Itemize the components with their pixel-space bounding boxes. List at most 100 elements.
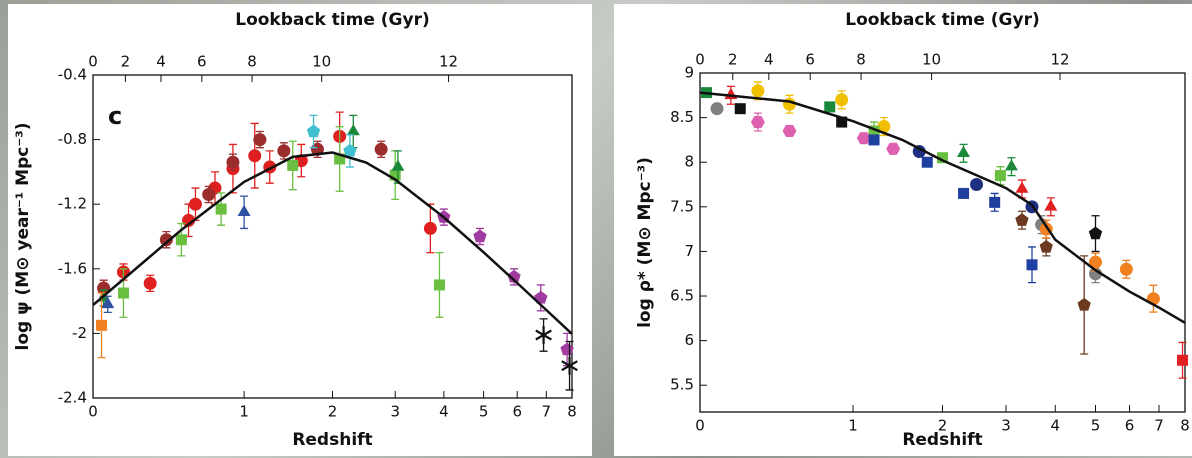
marker xyxy=(970,178,984,192)
marker xyxy=(188,197,202,211)
fit-curve xyxy=(699,91,1186,324)
marker xyxy=(391,159,405,171)
marker xyxy=(310,142,324,156)
marker xyxy=(374,142,388,156)
y-tick-label: 7.5 xyxy=(670,197,694,215)
marker xyxy=(1177,354,1189,366)
y-tick-label: 7 xyxy=(684,242,694,260)
marker xyxy=(237,204,251,216)
marker xyxy=(215,203,227,215)
marker xyxy=(836,116,848,128)
marker xyxy=(117,287,129,299)
x-tick-label: 6 xyxy=(512,403,522,421)
x-tick-label: 5 xyxy=(479,403,489,421)
y-tick-label: -2.4 xyxy=(58,389,87,407)
x2-tick-label: 10 xyxy=(312,53,331,71)
marker xyxy=(734,103,746,115)
x2-tick-label: 2 xyxy=(728,51,738,69)
marker xyxy=(560,342,574,356)
marker xyxy=(921,156,933,168)
x-tick-label: 8 xyxy=(1180,417,1190,435)
top-axis-title: Lookback time (Gyr) xyxy=(235,10,430,30)
x-tick-label: 3 xyxy=(1001,417,1011,435)
x-tick-label: 3 xyxy=(390,403,400,421)
y-axis-title: log ρ* (M⊙ Mpc⁻³) xyxy=(635,157,655,328)
marker xyxy=(868,125,880,137)
y-tick-label: 6.5 xyxy=(670,287,694,305)
x2-tick-label: 12 xyxy=(439,53,458,71)
marker xyxy=(1077,297,1091,311)
marker xyxy=(473,229,487,243)
marker xyxy=(937,152,948,164)
marker xyxy=(1119,262,1133,276)
x2-tick-label: 12 xyxy=(1050,51,1069,69)
marker xyxy=(334,153,346,165)
y-tick-label: -1.2 xyxy=(58,195,87,213)
marker xyxy=(277,144,291,158)
marker xyxy=(1089,255,1103,269)
x2-tick-label: 0 xyxy=(695,51,705,69)
marker xyxy=(958,187,970,199)
x-axis-title: Redshift xyxy=(902,430,982,450)
marker xyxy=(433,279,445,291)
annotation: c xyxy=(108,102,122,130)
marker xyxy=(782,97,796,111)
x-tick-label: 2 xyxy=(938,417,948,435)
x2-tick-label: 6 xyxy=(197,53,207,71)
marker xyxy=(97,281,111,295)
x-tick-label: 6 xyxy=(1125,417,1135,435)
marker xyxy=(535,326,552,345)
marker xyxy=(877,120,891,134)
y-axis-title: log ψ (M⊙ year⁻¹ Mpc⁻³) xyxy=(13,122,33,350)
marker xyxy=(835,93,849,107)
x-tick-label: 0 xyxy=(695,417,705,435)
x2-tick-label: 0 xyxy=(88,53,98,71)
y-tick-label: -0.8 xyxy=(58,130,87,148)
marker xyxy=(886,142,901,155)
y-tick-label: -1.6 xyxy=(58,259,87,277)
marker xyxy=(202,188,216,202)
marker xyxy=(561,356,578,375)
marker xyxy=(782,124,797,137)
marker xyxy=(248,149,262,163)
marker xyxy=(868,134,880,146)
marker xyxy=(175,234,187,246)
x-axis-title: Redshift xyxy=(292,430,372,450)
marker xyxy=(824,101,836,113)
marker xyxy=(1026,259,1038,271)
x-tick-label: 8 xyxy=(567,403,577,421)
marker xyxy=(1005,159,1018,171)
y-tick-label: 6 xyxy=(684,331,694,349)
marker xyxy=(1088,226,1103,240)
x-tick-label: 2 xyxy=(328,403,338,421)
marker xyxy=(1039,240,1053,253)
marker xyxy=(96,319,108,331)
x-tick-label: 4 xyxy=(1050,417,1060,435)
x2-tick-label: 4 xyxy=(764,51,774,69)
marker xyxy=(957,145,970,157)
marker xyxy=(750,116,765,129)
x2-tick-label: 8 xyxy=(856,51,866,69)
x-tick-label: 1 xyxy=(848,417,858,435)
marker xyxy=(226,155,240,169)
x-tick-label: 7 xyxy=(1154,417,1164,435)
x-tick-label: 0 xyxy=(88,403,98,421)
marker xyxy=(856,132,871,145)
marker xyxy=(1015,213,1029,226)
marker xyxy=(346,124,360,136)
x-tick-label: 1 xyxy=(239,403,249,421)
y-tick-label: 5.5 xyxy=(670,376,694,394)
marker xyxy=(1015,181,1029,193)
marker xyxy=(343,143,357,157)
x2-tick-label: 6 xyxy=(805,51,815,69)
y-tick-label: -2 xyxy=(72,324,87,342)
x2-tick-label: 8 xyxy=(247,53,257,71)
x2-tick-label: 2 xyxy=(121,53,131,71)
marker xyxy=(389,169,401,181)
panel-bg xyxy=(614,4,1192,456)
marker xyxy=(143,276,157,290)
y-tick-label: 8 xyxy=(684,153,694,171)
y-tick-label: 9 xyxy=(684,64,694,82)
